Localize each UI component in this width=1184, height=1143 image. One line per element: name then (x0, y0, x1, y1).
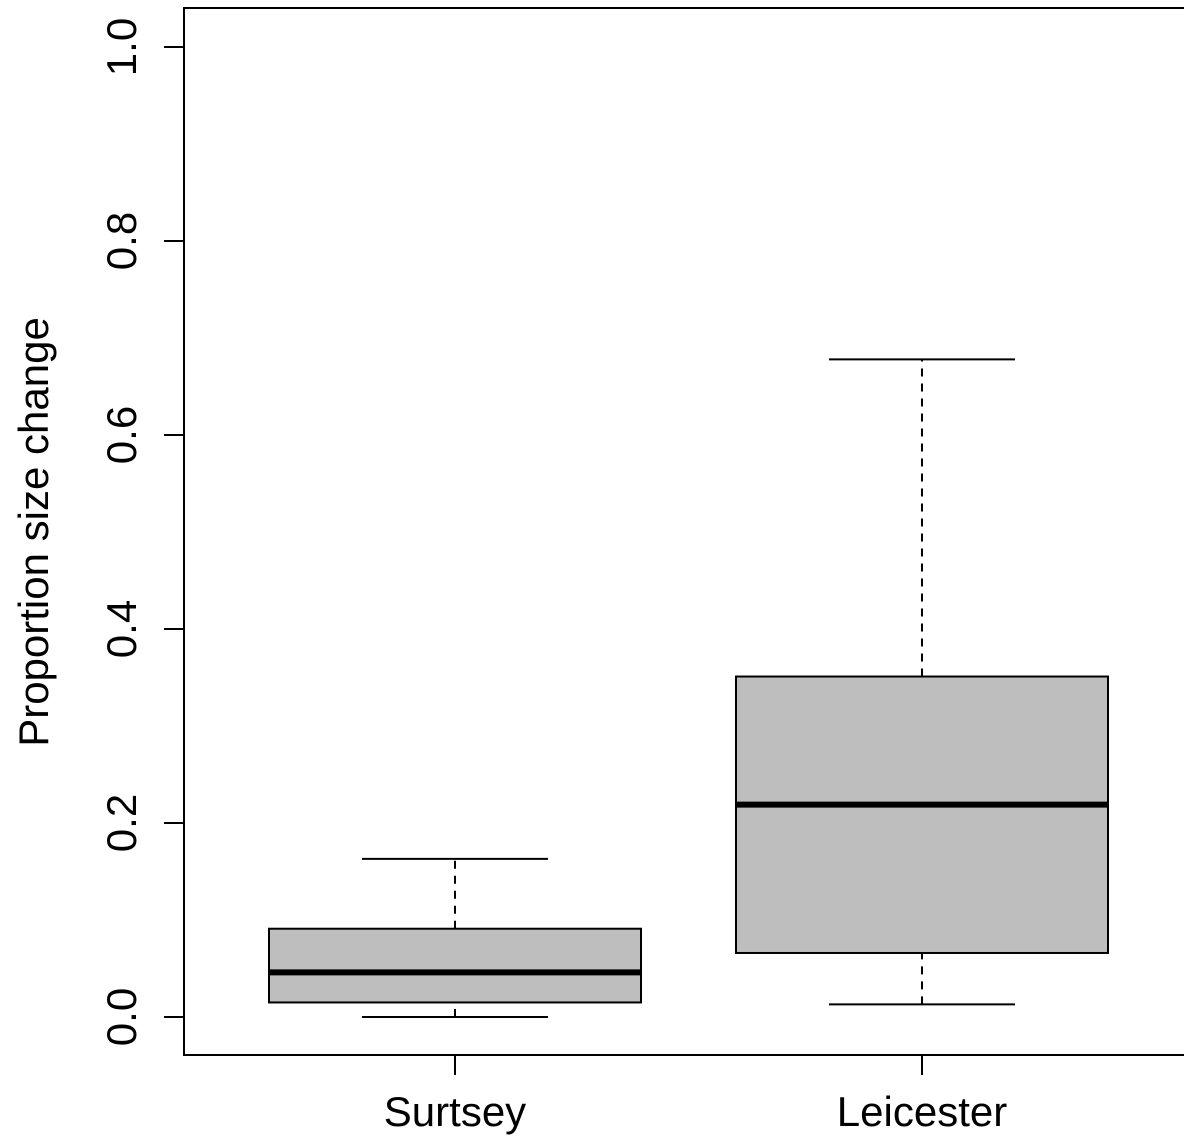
y-axis: 0.0 0.2 0.4 0.6 0.8 1.0 (98, 18, 185, 1046)
y-tick-label: 0.4 (98, 600, 145, 658)
x-tick-label: Surtsey (384, 1088, 526, 1135)
x-tick-label: Leicester (837, 1088, 1007, 1135)
x-axis: Surtsey Leicester (384, 1055, 1007, 1135)
boxes-layer (268, 358, 1109, 1018)
y-tick-label: 0.0 (98, 988, 145, 1046)
y-axis-label: Proportion size change (10, 317, 57, 747)
box-surtsey (268, 857, 642, 1018)
iqr-box (268, 927, 642, 1004)
y-tick-label: 0.2 (98, 794, 145, 852)
iqr-box (735, 675, 1109, 954)
y-tick-label: 0.6 (98, 406, 145, 464)
y-tick-label: 0.8 (98, 212, 145, 270)
box-leicester (735, 358, 1109, 1006)
y-tick-label: 1.0 (98, 18, 145, 76)
